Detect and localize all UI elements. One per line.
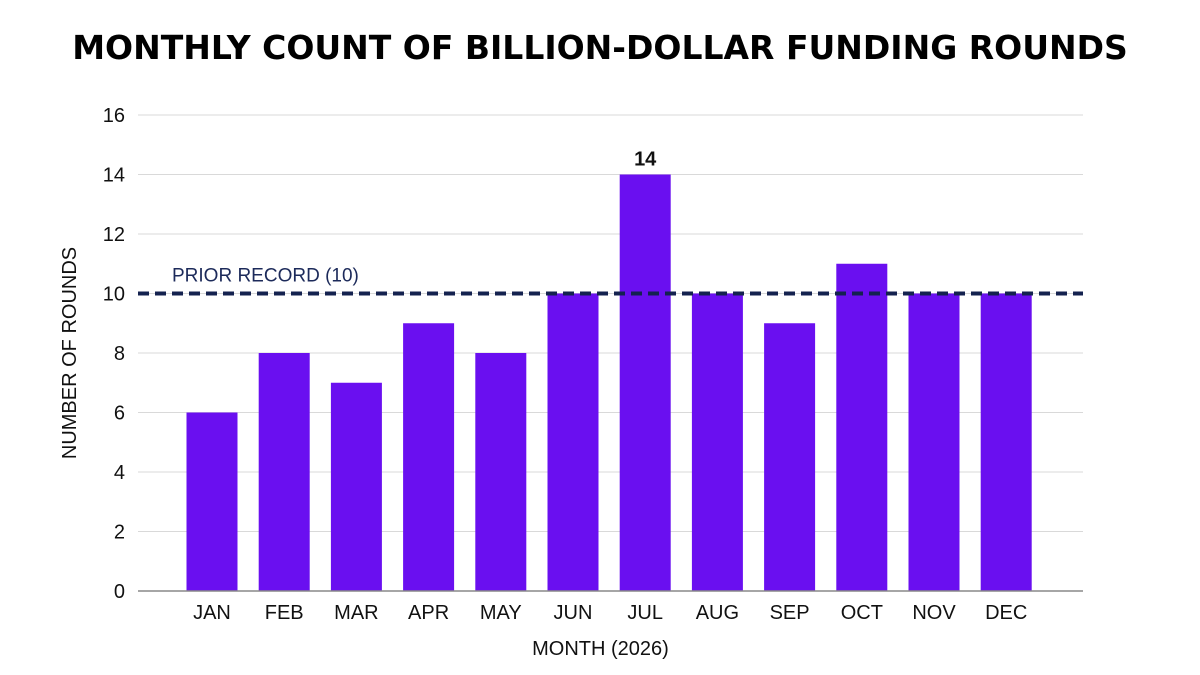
bar-mar (330, 382, 382, 591)
bar-jan (186, 412, 238, 591)
y-tick-label: 12 (103, 224, 125, 246)
y-tick-label: 16 (103, 105, 125, 127)
x-tick-label: FEB (265, 602, 304, 624)
bar-nov (908, 293, 960, 591)
bar-sep (764, 323, 816, 591)
y-tick-label: 8 (114, 343, 125, 365)
y-tick-label: 10 (103, 284, 125, 306)
data-labels: 14 (634, 149, 657, 171)
data-label-jul: 14 (634, 149, 657, 171)
x-tick-label: JUL (627, 602, 663, 624)
x-tick-label: OCT (841, 602, 883, 624)
bar-jul (619, 174, 671, 591)
bar-dec (980, 293, 1032, 591)
y-axis-label: NUMBER OF ROUNDS (59, 247, 81, 459)
prior-record-label: PRIOR RECORD (10) (172, 266, 359, 287)
x-axis-label: MONTH (2026) (532, 638, 669, 660)
bar-may (475, 353, 527, 591)
bar-oct (836, 263, 888, 591)
x-tick-label: MAR (334, 602, 378, 624)
x-tick-label: JUN (554, 602, 593, 624)
bar-jun (547, 293, 599, 591)
bars (186, 174, 1032, 591)
x-tick-label: SEP (770, 602, 810, 624)
y-tick-label: 4 (114, 462, 125, 484)
x-tick-label: APR (408, 602, 449, 624)
x-axis-ticks: JAN FEB MAR APR MAY JUN JUL AUG SEP OCT NOV DEC (193, 602, 1027, 624)
x-tick-label: AUG (696, 602, 739, 624)
bar-aug (691, 293, 743, 591)
y-tick-label: 14 (103, 165, 125, 187)
x-tick-label: JAN (193, 602, 231, 624)
y-tick-label: 6 (114, 403, 125, 425)
bar-apr (403, 323, 455, 591)
x-tick-label: DEC (985, 602, 1027, 624)
reference-line-group: PRIOR RECORD (10) (138, 266, 1083, 296)
y-axis-ticks: 0 2 4 6 8 10 12 14 16 (103, 105, 125, 603)
x-tick-label: MAY (480, 602, 522, 624)
x-tick-label: NOV (912, 602, 956, 624)
y-tick-label: 0 (114, 581, 125, 603)
y-tick-label: 2 (114, 522, 125, 544)
chart-title: MONTHLY COUNT OF BILLION-DOLLAR FUNDING … (72, 28, 1128, 67)
bar-feb (258, 353, 310, 591)
